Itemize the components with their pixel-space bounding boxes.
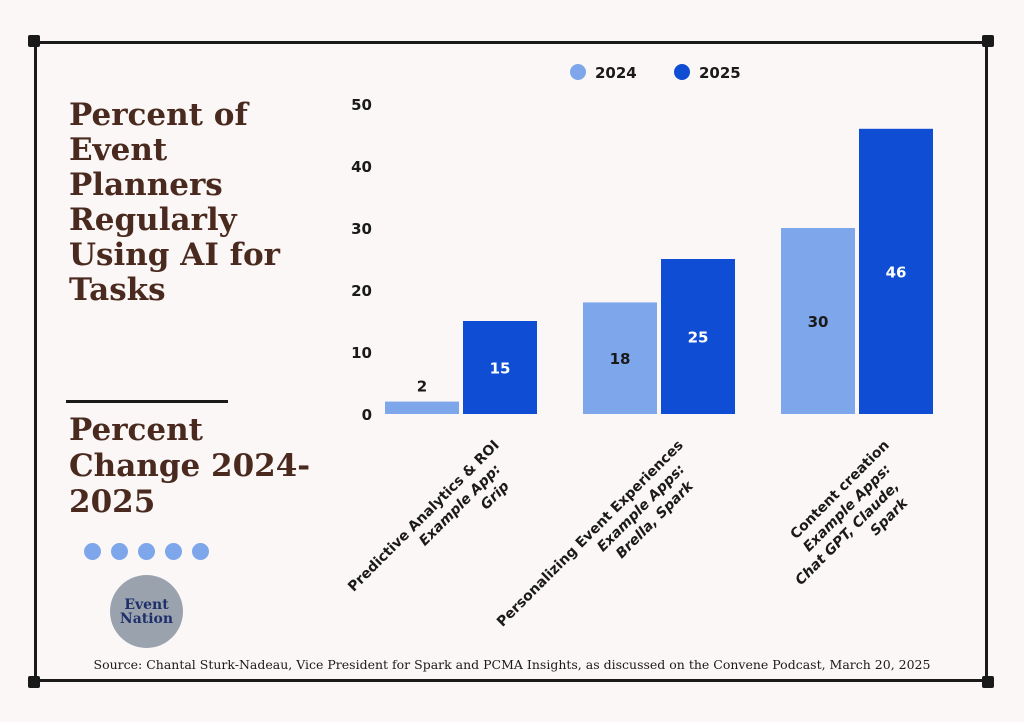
data-label: 30 [808, 313, 829, 331]
bar-2024 [781, 228, 855, 414]
decorative-dots [84, 543, 209, 560]
dot [84, 543, 101, 560]
bar-2024 [385, 401, 459, 414]
y-tick-label: 10 [351, 344, 372, 362]
frame-corner [982, 35, 994, 47]
y-tick-label: 30 [351, 220, 372, 238]
bar-2025 [661, 259, 735, 414]
bar-2025 [463, 321, 537, 414]
dot [165, 543, 182, 560]
legend-swatch-2024 [570, 64, 586, 80]
bar-2024 [583, 302, 657, 414]
page-subtitle: Percent Change 2024-2025 [69, 412, 311, 520]
category-label-line: Predictive Analytics & ROI [345, 437, 503, 595]
legend-label: 2025 [699, 64, 741, 82]
category-label-line: Chat GPT, Claude, [792, 478, 902, 588]
divider [66, 400, 228, 403]
frame-corner [28, 35, 40, 47]
data-label: 25 [688, 329, 709, 347]
y-tick-label: 20 [351, 282, 372, 300]
dot [192, 543, 209, 560]
data-label: 15 [490, 360, 511, 378]
frame-corner [28, 676, 40, 688]
bar-2025 [859, 128, 933, 415]
frame-corner [982, 676, 994, 688]
y-tick-label: 0 [362, 406, 372, 424]
data-label: 46 [886, 263, 907, 281]
data-label: 2 [417, 378, 427, 396]
data-label: 18 [610, 350, 631, 368]
dot [138, 543, 155, 560]
dot [111, 543, 128, 560]
category-label-line: Personalizing Event Experiences [494, 437, 687, 630]
legend-label: 2024 [595, 64, 637, 82]
source-note: Source: Chantal Sturk-Nadeau, Vice Presi… [93, 657, 931, 672]
y-tick-label: 50 [351, 96, 372, 114]
event-nation-logo: Event Nation [110, 575, 183, 648]
page-title: Percent of Event Planners Regularly Usin… [69, 97, 280, 308]
logo-line-2: Nation [119, 610, 174, 627]
y-tick-label: 40 [351, 158, 372, 176]
logo-line-1: Event [124, 596, 169, 613]
border-frame [34, 41, 988, 682]
legend-swatch-2025 [674, 64, 690, 80]
